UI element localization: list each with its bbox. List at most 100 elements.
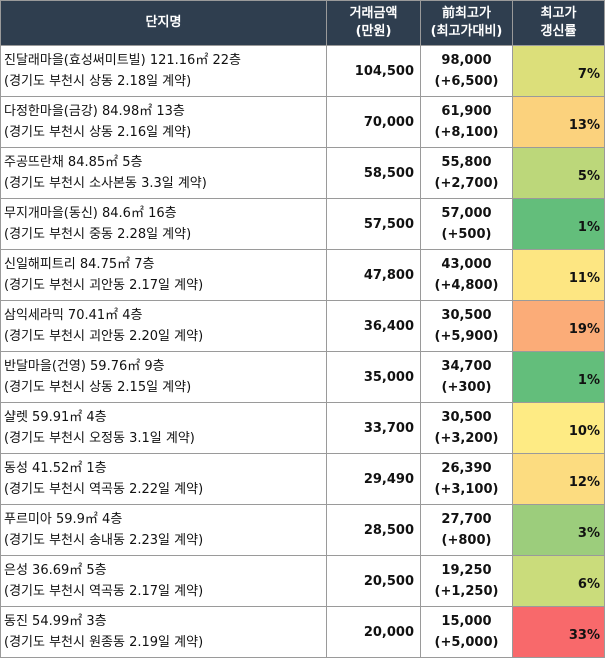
complex-cell: 삼익세라믹 70.41㎡ 4층 (경기도 부천시 괴안동 2.20일 계약)	[0, 300, 327, 352]
previous-high-diff: (+1,250)	[434, 584, 499, 599]
previous-high-value: 57,000	[441, 206, 492, 221]
renewal-rate-cell: 1%	[512, 198, 605, 250]
previous-high-cell: 27,700 (+800)	[420, 504, 513, 556]
price-cell: 28,500	[326, 504, 421, 556]
previous-high-cell: 98,000 (+6,500)	[420, 45, 513, 97]
table-row: 은성 36.69㎡ 5층 (경기도 부천시 역곡동 2.17일 계약) 20,500…	[0, 555, 605, 607]
contract-location: (경기도 부천시 중동 2.28일 계약)	[4, 227, 192, 242]
table-row: 동성 41.52㎡ 1층 (경기도 부천시 역곡동 2.22일 계약) 29,490…	[0, 453, 605, 505]
previous-high-diff: (+4,800)	[434, 278, 499, 293]
header-price: 거래금액 (만원)	[326, 0, 421, 46]
contract-location: (경기도 부천시 역곡동 2.22일 계약)	[4, 482, 204, 497]
header-previous-high: 前최고가 (최고가대비)	[420, 0, 513, 46]
price-cell: 20,500	[326, 555, 421, 607]
price-cell: 29,490	[326, 453, 421, 505]
contract-location: (경기도 부천시 괴안동 2.17일 계약)	[4, 278, 204, 293]
complex-name: 다정한마을(금강) 84.98㎡ 13층	[4, 104, 185, 119]
previous-high-cell: 19,250 (+1,250)	[420, 555, 513, 607]
renewal-rate-cell: 12%	[512, 453, 605, 505]
price-cell: 70,000	[326, 96, 421, 148]
renewal-rate-cell: 13%	[512, 96, 605, 148]
complex-cell: 무지개마을(동신) 84.6㎡ 16층 (경기도 부천시 중동 2.28일 계약)	[0, 198, 327, 250]
complex-name: 동성 41.52㎡ 1층	[4, 461, 107, 476]
price-cell: 20,000	[326, 606, 421, 658]
previous-high-diff: (+500)	[441, 227, 492, 242]
previous-high-value: 98,000	[441, 53, 492, 68]
previous-high-value: 30,500	[441, 308, 492, 323]
complex-name: 신일해피트리 84.75㎡ 7층	[4, 257, 155, 272]
previous-high-diff: (+5,000)	[434, 635, 499, 650]
complex-name: 동진 54.99㎡ 3층	[4, 614, 107, 629]
renewal-rate-cell: 10%	[512, 402, 605, 454]
contract-location: (경기도 부천시 원종동 2.19일 계약)	[4, 635, 204, 650]
complex-name: 주공뜨란채 84.85㎡ 5층	[4, 155, 143, 170]
price-cell: 36,400	[326, 300, 421, 352]
complex-name: 샬렛 59.91㎡ 4층	[4, 410, 107, 425]
contract-location: (경기도 부천시 소사본동 3.3일 계약)	[4, 176, 207, 191]
table-body: 진달래마을(효성써미트빌) 121.16㎡ 22층 (경기도 부천시 상동 2.1…	[0, 45, 605, 658]
price-cell: 47,800	[326, 249, 421, 301]
previous-high-value: 19,250	[441, 563, 492, 578]
table-row: 동진 54.99㎡ 3층 (경기도 부천시 원종동 2.19일 계약) 20,000…	[0, 606, 605, 658]
table-row: 샬렛 59.91㎡ 4층 (경기도 부천시 오정동 3.1일 계약) 33,700 3…	[0, 402, 605, 454]
renewal-rate-cell: 33%	[512, 606, 605, 658]
complex-cell: 진달래마을(효성써미트빌) 121.16㎡ 22층 (경기도 부천시 상동 2.1…	[0, 45, 327, 97]
table-row: 푸르미아 59.9㎡ 4층 (경기도 부천시 송내동 2.23일 계약) 28,50…	[0, 504, 605, 556]
contract-location: (경기도 부천시 상동 2.16일 계약)	[4, 125, 192, 140]
contract-location: (경기도 부천시 오정동 3.1일 계약)	[4, 431, 195, 446]
renewal-rate-cell: 3%	[512, 504, 605, 556]
previous-high-cell: 30,500 (+3,200)	[420, 402, 513, 454]
renewal-rate-cell: 19%	[512, 300, 605, 352]
table-row: 주공뜨란채 84.85㎡ 5층 (경기도 부천시 소사본동 3.3일 계약) 58,…	[0, 147, 605, 199]
contract-location: (경기도 부천시 송내동 2.23일 계약)	[4, 533, 204, 548]
previous-high-diff: (+6,500)	[434, 74, 499, 89]
price-cell: 35,000	[326, 351, 421, 403]
contract-location: (경기도 부천시 상동 2.15일 계약)	[4, 380, 192, 395]
previous-high-value: 43,000	[441, 257, 492, 272]
table-header-row: 단지명 거래금액 (만원) 前최고가 (최고가대비) 최고가 갱신률	[0, 0, 605, 46]
previous-high-value: 61,900	[441, 104, 492, 119]
previous-high-diff: (+8,100)	[434, 125, 499, 140]
previous-high-cell: 30,500 (+5,900)	[420, 300, 513, 352]
complex-name: 무지개마을(동신) 84.6㎡ 16층	[4, 206, 177, 221]
previous-high-value: 26,390	[441, 461, 492, 476]
price-cell: 104,500	[326, 45, 421, 97]
previous-high-value: 30,500	[441, 410, 492, 425]
previous-high-cell: 55,800 (+2,700)	[420, 147, 513, 199]
header-complex-name: 단지명	[0, 0, 327, 46]
previous-high-value: 55,800	[441, 155, 492, 170]
complex-cell: 주공뜨란채 84.85㎡ 5층 (경기도 부천시 소사본동 3.3일 계약)	[0, 147, 327, 199]
previous-high-diff: (+3,100)	[434, 482, 499, 497]
previous-high-diff: (+2,700)	[434, 176, 499, 191]
complex-name: 푸르미아 59.9㎡ 4층	[4, 512, 123, 527]
complex-cell: 다정한마을(금강) 84.98㎡ 13층 (경기도 부천시 상동 2.16일 계약…	[0, 96, 327, 148]
price-cell: 58,500	[326, 147, 421, 199]
previous-high-diff: (+300)	[441, 380, 492, 395]
header-renewal-rate: 최고가 갱신률	[512, 0, 605, 46]
complex-cell: 동진 54.99㎡ 3층 (경기도 부천시 원종동 2.19일 계약)	[0, 606, 327, 658]
complex-cell: 동성 41.52㎡ 1층 (경기도 부천시 역곡동 2.22일 계약)	[0, 453, 327, 505]
table-row: 삼익세라믹 70.41㎡ 4층 (경기도 부천시 괴안동 2.20일 계약) 36,…	[0, 300, 605, 352]
renewal-rate-cell: 6%	[512, 555, 605, 607]
renewal-rate-cell: 7%	[512, 45, 605, 97]
previous-high-value: 15,000	[441, 614, 492, 629]
complex-cell: 은성 36.69㎡ 5층 (경기도 부천시 역곡동 2.17일 계약)	[0, 555, 327, 607]
previous-high-value: 27,700	[441, 512, 492, 527]
previous-high-cell: 26,390 (+3,100)	[420, 453, 513, 505]
previous-high-diff: (+800)	[441, 533, 492, 548]
previous-high-cell: 43,000 (+4,800)	[420, 249, 513, 301]
price-cell: 57,500	[326, 198, 421, 250]
contract-location: (경기도 부천시 역곡동 2.17일 계약)	[4, 584, 204, 599]
complex-name: 삼익세라믹 70.41㎡ 4층	[4, 308, 143, 323]
table-row: 무지개마을(동신) 84.6㎡ 16층 (경기도 부천시 중동 2.28일 계약)…	[0, 198, 605, 250]
complex-name: 은성 36.69㎡ 5층	[4, 563, 107, 578]
complex-cell: 반달마을(건영) 59.76㎡ 9층 (경기도 부천시 상동 2.15일 계약)	[0, 351, 327, 403]
renewal-rate-cell: 11%	[512, 249, 605, 301]
previous-high-cell: 61,900 (+8,100)	[420, 96, 513, 148]
previous-high-diff: (+5,900)	[434, 329, 499, 344]
renewal-rate-cell: 5%	[512, 147, 605, 199]
previous-high-cell: 57,000 (+500)	[420, 198, 513, 250]
previous-high-cell: 15,000 (+5,000)	[420, 606, 513, 658]
renewal-rate-cell: 1%	[512, 351, 605, 403]
